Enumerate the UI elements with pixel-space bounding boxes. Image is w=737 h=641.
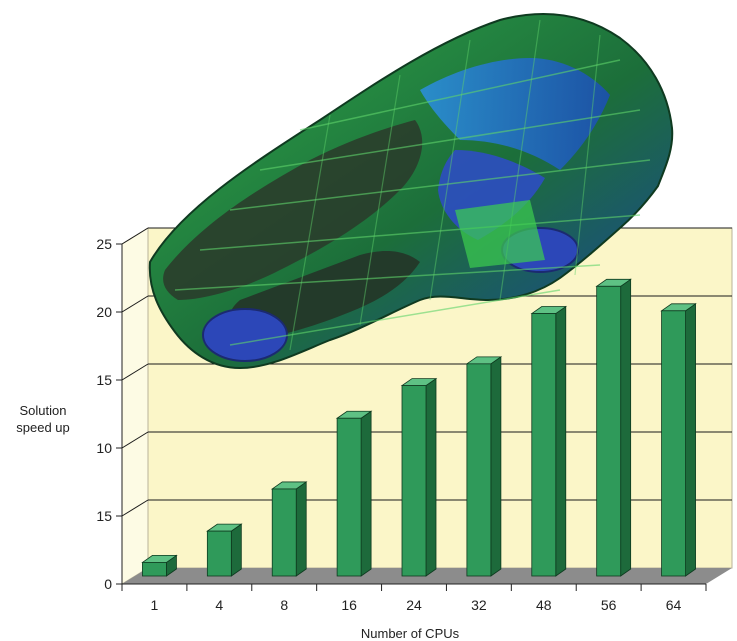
bar-side <box>490 356 502 577</box>
x-tick-label: 16 <box>341 597 357 613</box>
y-tick-label: 15 <box>96 372 112 388</box>
bar <box>336 417 362 577</box>
bar <box>531 313 557 577</box>
bar-series <box>141 278 697 577</box>
x-tick-label: 48 <box>536 597 552 613</box>
bar <box>466 363 492 577</box>
y-tick-label: 15 <box>96 508 112 524</box>
bar <box>401 385 427 577</box>
bar-side <box>620 278 632 577</box>
bar <box>206 530 232 577</box>
bar-side <box>360 410 372 577</box>
gridline-left-wall <box>121 499 149 517</box>
bar-side <box>425 377 437 577</box>
y-tick-label: 25 <box>96 236 112 252</box>
x-tick-label: 64 <box>666 597 682 613</box>
chart-left-wall <box>121 227 149 585</box>
bar <box>142 562 167 577</box>
y-tick-label: 10 <box>96 440 112 456</box>
y-axis-title-line2: speed up <box>16 420 70 435</box>
bar-side <box>230 523 242 577</box>
gridline-left-wall <box>121 227 149 245</box>
gridline-left-wall <box>121 295 149 313</box>
x-tick-label: 1 <box>151 597 159 613</box>
y-tick-label: 20 <box>96 304 112 320</box>
bar <box>661 310 686 577</box>
x-tick-label: 24 <box>406 597 422 613</box>
bar-side <box>685 303 696 577</box>
x-tick-label: 32 <box>471 597 487 613</box>
bar <box>271 488 297 577</box>
bar <box>596 285 622 577</box>
x-axis-title: Number of CPUs <box>360 626 460 641</box>
y-axis-title-line1: Solution <box>19 403 67 418</box>
bar-side <box>295 481 307 577</box>
car-chassis-fea-mesh-icon <box>148 13 674 370</box>
x-tick-label: 8 <box>280 597 288 613</box>
x-tick-label: 56 <box>601 597 617 613</box>
gridline-left-wall <box>121 431 149 449</box>
gridline-left-wall <box>121 363 149 381</box>
bar-side <box>555 305 567 577</box>
x-tick-label: 4 <box>215 597 223 613</box>
y-tick-label: 0 <box>104 576 112 592</box>
y-axis-title: Solution speed up <box>8 402 78 436</box>
